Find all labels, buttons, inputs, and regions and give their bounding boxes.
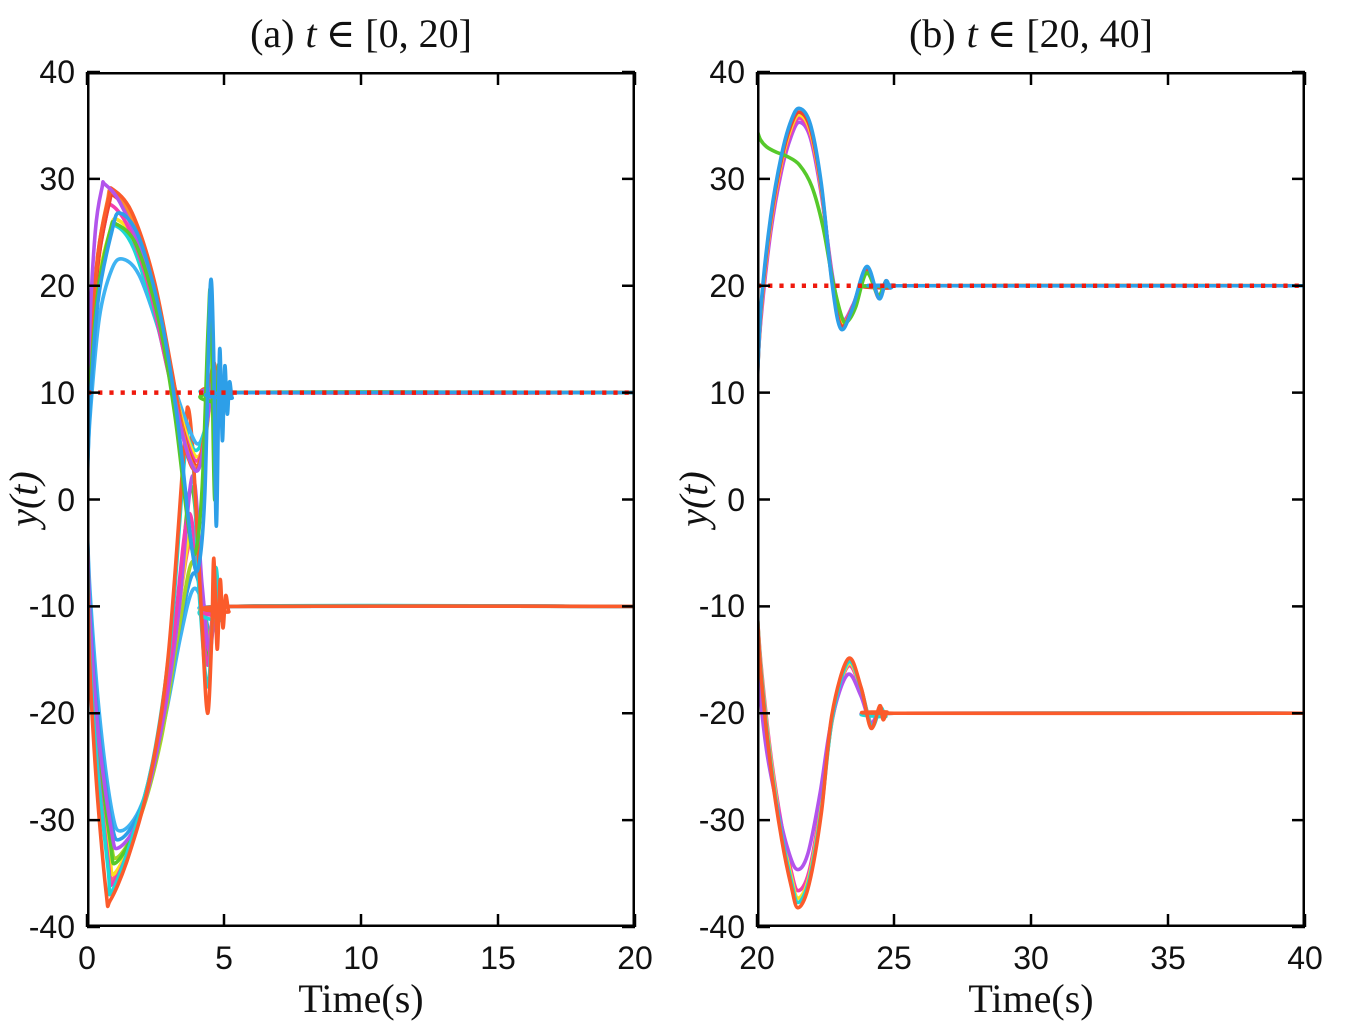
title-prefix: (a) xyxy=(250,11,295,56)
y-tick-label: -20 xyxy=(698,695,745,732)
y-tick-label: -10 xyxy=(698,588,745,625)
series-upper-purple xyxy=(87,180,635,486)
series-upper-purple xyxy=(757,120,1305,379)
series-group xyxy=(87,180,635,909)
series-upper-lightorange xyxy=(87,188,635,493)
x-tick-label: 30 xyxy=(1013,940,1049,976)
y-tick-label: 0 xyxy=(727,481,745,518)
series-upper-yellow xyxy=(757,112,1305,387)
series-upper-crimson xyxy=(757,110,1305,391)
subplot-a: (a) t ∈ [0, 20] y(t) Time(s) 0 5 10 15 20 -40 -3… xyxy=(1,11,653,1021)
plot-canvas-b xyxy=(755,70,1307,929)
series-lower-orange xyxy=(87,405,635,909)
y-tick-label: 30 xyxy=(709,160,745,197)
x-axis-label: Time(s) xyxy=(968,976,1094,1021)
series-lower-magenta xyxy=(757,607,1305,893)
y-tick-label: 10 xyxy=(39,374,75,411)
x-tick-label: 35 xyxy=(1150,940,1186,976)
series-group xyxy=(757,106,1305,910)
y-tick-label: 40 xyxy=(709,54,745,90)
y-tick-label: 40 xyxy=(39,54,75,90)
title-prefix: (b) xyxy=(908,11,956,56)
y-tick-label: 0 xyxy=(57,481,75,518)
series-upper-orange xyxy=(87,186,635,489)
y-tick-label: -10 xyxy=(28,588,75,625)
title-variable: t xyxy=(305,11,317,56)
x-axis-label: Time(s) xyxy=(298,976,424,1021)
x-tick-label: 0 xyxy=(78,940,96,976)
series-upper-azure xyxy=(87,211,635,574)
series-upper-green xyxy=(757,127,1305,325)
x-tick-label: 15 xyxy=(480,940,516,976)
subplot-b: (b) t ∈ [20, 40] y(t) Time(s) 20 25 30 35 40 -4… xyxy=(671,11,1323,1021)
x-tick-label: 10 xyxy=(343,940,379,976)
subplot-a-title: (a) t ∈ [0, 20] xyxy=(27,10,695,57)
title-range: ∈ [0, 20] xyxy=(325,11,472,56)
plot-canvas-a xyxy=(85,70,637,929)
series-upper-green xyxy=(87,219,635,557)
y-tick-label: 20 xyxy=(39,267,75,304)
x-tick-label: 20 xyxy=(617,940,653,976)
axes-frame xyxy=(87,72,635,927)
y-tick-label: -40 xyxy=(698,909,745,945)
title-range: ∈ [20, 40] xyxy=(986,11,1153,56)
series-lower-cyan xyxy=(757,605,1305,905)
y-tick-label: -30 xyxy=(698,802,745,839)
x-tick-label: 25 xyxy=(876,940,912,976)
series-upper-magenta xyxy=(757,116,1305,384)
axes-frame xyxy=(757,72,1305,927)
title-variable: t xyxy=(966,11,978,56)
series-upper-crimson xyxy=(87,192,635,491)
series-lower-yellow xyxy=(757,606,1305,900)
subplot-b-title: (b) t ∈ [20, 40] xyxy=(697,10,1365,57)
y-tick-label: 10 xyxy=(709,374,745,411)
y-tick-label: -20 xyxy=(28,695,75,732)
y-tick-label: 20 xyxy=(709,267,745,304)
y-tick-label: -30 xyxy=(28,802,75,839)
x-tick-label: 20 xyxy=(739,940,775,976)
tick-marks xyxy=(85,70,637,929)
x-tick-label: 5 xyxy=(215,940,233,976)
y-tick-label: 30 xyxy=(39,160,75,197)
x-tick-label: 40 xyxy=(1287,940,1323,976)
series-lower-purple xyxy=(757,609,1305,872)
y-tick-label: -40 xyxy=(28,909,75,945)
series-lower-orange xyxy=(757,604,1305,910)
tick-marks xyxy=(755,70,1307,929)
series-upper-azure xyxy=(757,106,1305,395)
